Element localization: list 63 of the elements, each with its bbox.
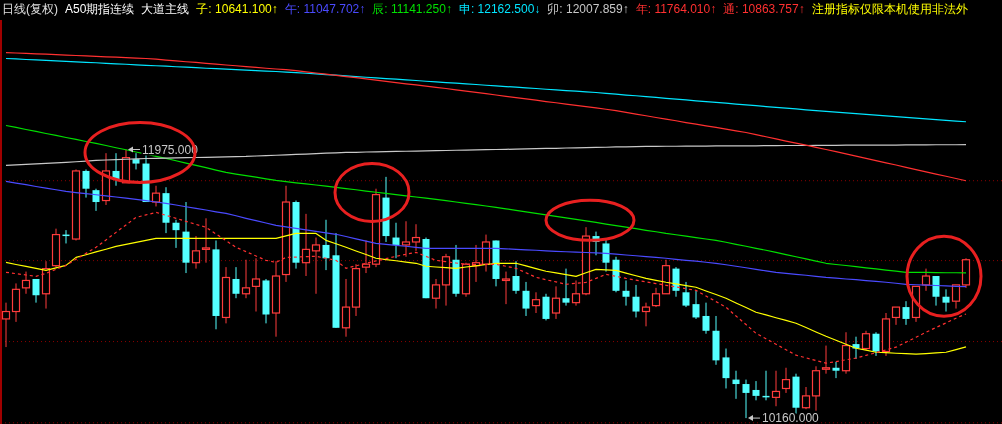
candlestick <box>902 300 910 326</box>
candlestick <box>542 293 550 321</box>
candlestick <box>311 237 321 295</box>
text: 年: 11764.010↑ <box>635 2 717 16</box>
candlestick <box>692 290 700 320</box>
candlestick <box>752 380 760 401</box>
chart-title: 日线(复权) <box>2 2 58 16</box>
text: 子: 10641.100↑ <box>196 2 278 16</box>
candlestick <box>781 367 791 394</box>
candlestick <box>571 279 581 307</box>
chart-subtitle: A50期指连续 <box>65 2 135 16</box>
candlestick <box>522 281 530 317</box>
candlestick <box>531 291 541 314</box>
candlestick <box>361 240 371 274</box>
candlestick <box>172 219 180 249</box>
candlestick <box>151 185 161 207</box>
candlestick <box>341 278 351 338</box>
candlestick <box>602 238 610 273</box>
candlestick <box>932 275 940 307</box>
candlestick <box>251 257 261 313</box>
candlestick <box>651 287 661 308</box>
text: 午: 11047.702↑ <box>284 2 366 16</box>
candlestick <box>322 219 330 271</box>
candlestick <box>861 330 871 351</box>
legend-title: 大道主线 <box>141 2 190 16</box>
candlestick <box>392 222 400 259</box>
candlestick <box>702 302 710 335</box>
candlestick <box>771 370 781 407</box>
candlestick <box>512 260 520 295</box>
candlestick <box>872 331 880 357</box>
text: 申: 12162.500↓ <box>458 2 541 16</box>
text: 卯: 12007.859↑ <box>547 2 629 16</box>
candlestick <box>732 370 740 400</box>
candlestick <box>201 217 211 264</box>
candlestick <box>682 281 690 308</box>
candlestick <box>832 361 840 379</box>
candlestick <box>921 268 931 292</box>
candlestick <box>641 302 651 327</box>
candlestick <box>951 284 961 310</box>
candlestick <box>132 152 140 170</box>
candlestick <box>501 271 511 305</box>
text: 通: 10863.757↑ <box>723 2 805 16</box>
candlestick <box>82 168 90 199</box>
candlestick <box>411 223 421 252</box>
text: 辰: 11141.250↑ <box>372 2 452 16</box>
candlestick <box>431 278 441 310</box>
candlestick <box>232 266 240 299</box>
candlestick <box>481 234 491 273</box>
candlestick <box>562 268 570 307</box>
candlestick <box>401 220 411 258</box>
candlestick <box>622 279 630 307</box>
candlestick <box>241 259 251 299</box>
candlestick <box>722 348 730 389</box>
candlestick <box>551 285 561 320</box>
annotation: 10160.000 <box>762 411 820 424</box>
candlestick <box>11 282 21 323</box>
candlestick <box>21 271 31 295</box>
candlestick <box>632 284 640 318</box>
text: 注册指标仅限本机使用非法外 <box>811 2 968 16</box>
candlestick <box>191 235 201 270</box>
candlestick <box>672 266 680 298</box>
candlestick <box>801 386 811 410</box>
candlestick <box>942 288 950 313</box>
